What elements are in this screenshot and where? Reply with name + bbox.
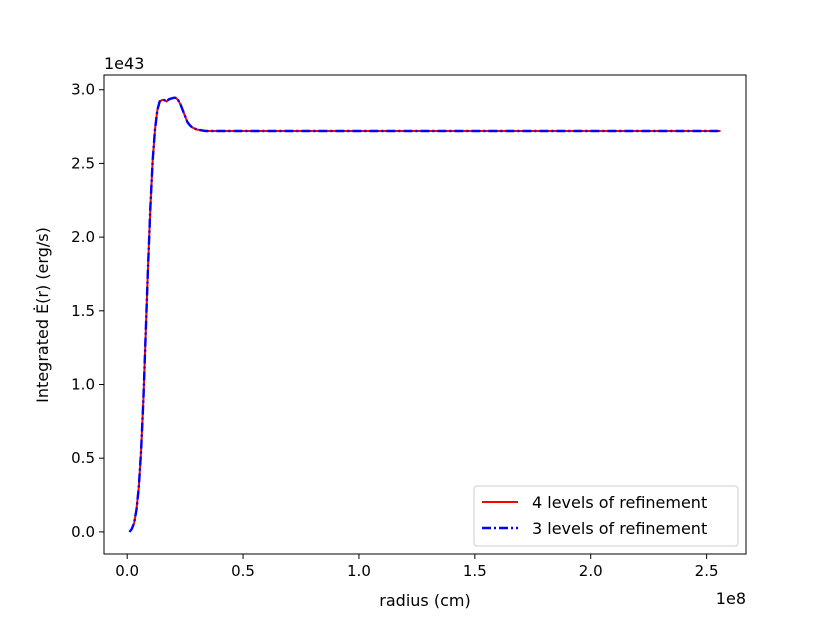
x-tick-label: 1.5 (463, 562, 487, 580)
x-tick-label: 0.5 (231, 562, 255, 580)
y-tick-label: 0.0 (71, 523, 95, 541)
x-tick-label: 1.0 (347, 562, 371, 580)
axes-layer: 0.0 0.5 1.0 1.5 2.0 2.5 0.0 0.5 1.0 1.5 2.0 2.5 3.0 (71, 81, 718, 580)
y-scale-label: 1e43 (104, 54, 144, 73)
x-scale-label: 1e8 (716, 589, 746, 608)
legend-label-3-levels: 3 levels of refinement (532, 519, 707, 538)
y-axis-label: Integrated Ė(r) (erg/s) (33, 227, 52, 403)
legend-box (473, 485, 739, 547)
plot-frame (103, 74, 747, 555)
x-tick-label: 2.0 (579, 562, 603, 580)
y-tick-label: 3.0 (71, 81, 95, 99)
plot-area (104, 75, 746, 554)
x-tick-label: 2.5 (695, 562, 719, 580)
series-layer (128, 96, 721, 533)
series-line-3-levels (128, 96, 721, 533)
legend: 4 levels of refinement 3 levels of refin… (473, 485, 739, 547)
y-tick-label: 0.5 (71, 449, 95, 467)
y-tick-label: 1.5 (71, 302, 95, 320)
x-axis-label: radius (cm) (379, 591, 470, 610)
y-tick-label: 1.0 (71, 376, 95, 394)
y-tick-label: 2.5 (71, 154, 95, 172)
y-tick-label: 2.0 (71, 228, 95, 246)
x-tick-label: 0.0 (115, 562, 139, 580)
legend-label-4-levels: 4 levels of refinement (532, 493, 707, 512)
